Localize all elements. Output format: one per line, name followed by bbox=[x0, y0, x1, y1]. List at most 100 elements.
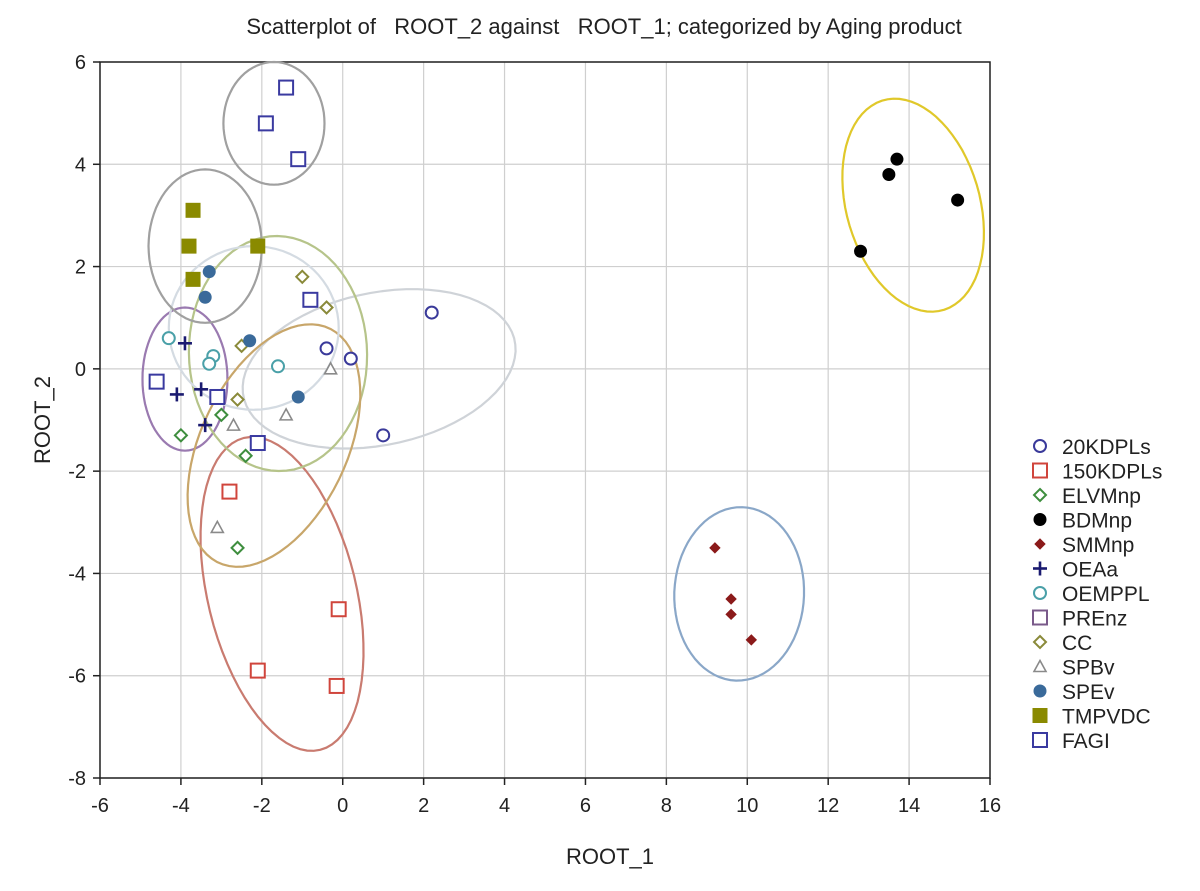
legend-label: OEMPPL bbox=[1062, 583, 1150, 606]
y-tick-label: -2 bbox=[68, 461, 86, 483]
y-axis-ticks: -8 -6 -4 -2 0 2 4 6 bbox=[68, 52, 100, 790]
point-bdmnp bbox=[882, 168, 896, 182]
point-cc bbox=[294, 269, 310, 285]
point-elvmnp bbox=[238, 448, 254, 464]
plot-frame bbox=[99, 61, 991, 779]
legend-marker-elvmnp bbox=[1032, 487, 1048, 503]
point-elvmnp bbox=[230, 540, 245, 556]
confidence-ellipses bbox=[141, 60, 986, 752]
y-tick-label: -4 bbox=[68, 563, 86, 585]
point-spbv bbox=[209, 519, 225, 534]
y-tick-label: 6 bbox=[75, 52, 86, 74]
x-tick-label: 12 bbox=[817, 795, 839, 817]
point-fagi bbox=[278, 79, 295, 96]
ellipse-oeaa bbox=[141, 306, 229, 452]
point-oemppl bbox=[271, 359, 285, 374]
legend-label: SMMnp bbox=[1062, 534, 1134, 557]
legend-label: SPEv bbox=[1062, 681, 1115, 704]
point-spbv bbox=[323, 361, 338, 375]
ellipse-tmpvdc bbox=[147, 168, 263, 324]
point-oemppl bbox=[202, 356, 217, 371]
legend-marker-tmpvdc bbox=[1032, 708, 1048, 723]
point-bdmnp bbox=[951, 193, 965, 207]
point-cc bbox=[319, 300, 334, 315]
point-elvmnp bbox=[213, 407, 229, 423]
legend-label: ELVMnp bbox=[1062, 485, 1141, 508]
point-fagi bbox=[257, 115, 274, 132]
x-tick-label: 6 bbox=[580, 795, 591, 817]
point-150kdpls bbox=[221, 483, 238, 500]
point-spev bbox=[291, 390, 305, 404]
ellipse-20kdpls bbox=[241, 288, 517, 450]
point-150kdpls bbox=[328, 677, 345, 694]
ellipse-cc bbox=[187, 234, 369, 473]
ellipse-smmnp bbox=[673, 506, 806, 682]
legend-marker-smmnp bbox=[1034, 538, 1046, 550]
point-oeaa bbox=[194, 382, 209, 397]
point-fagi bbox=[302, 291, 319, 308]
legend-label: OEAa bbox=[1062, 559, 1118, 582]
point-fagi bbox=[290, 151, 307, 168]
y-tick-label: -8 bbox=[68, 768, 86, 790]
point-smmnp bbox=[725, 608, 737, 621]
point-tmpvdc bbox=[185, 271, 201, 287]
point-150kdpls bbox=[249, 662, 266, 679]
point-bdmnp bbox=[854, 244, 868, 258]
chart-title: Scatterplot of ROOT_2 against ROOT_1; ca… bbox=[246, 14, 961, 39]
point-bdmnp bbox=[890, 152, 904, 166]
legend-marker-oemppl bbox=[1033, 586, 1047, 600]
y-tick-label: 0 bbox=[75, 359, 86, 381]
point-elvmnp bbox=[173, 427, 189, 443]
point-oeaa bbox=[198, 418, 213, 433]
legend-marker-spev bbox=[1033, 684, 1047, 698]
legend-marker-cc bbox=[1032, 634, 1048, 650]
point-150kdpls bbox=[330, 601, 347, 618]
y-tick-label: 2 bbox=[75, 257, 86, 279]
point-tmpvdc bbox=[185, 202, 201, 218]
y-axis-label: ROOT_2 bbox=[30, 376, 55, 464]
x-tick-label: 10 bbox=[736, 795, 758, 817]
point-spbv bbox=[226, 417, 241, 431]
x-tick-label: 14 bbox=[898, 795, 920, 817]
legend-label: PREnz bbox=[1062, 608, 1127, 631]
x-axis-label: ROOT_1 bbox=[566, 844, 654, 869]
legend-marker-oeaa bbox=[1033, 561, 1047, 576]
point-spev bbox=[198, 290, 212, 304]
legend-marker-150kdpls bbox=[1032, 462, 1048, 479]
point-fagi bbox=[148, 373, 165, 390]
point-spev bbox=[243, 334, 257, 348]
legend-label: FAGI bbox=[1062, 730, 1110, 753]
ellipse-150kdpls bbox=[199, 435, 365, 752]
point-20kdpls bbox=[424, 305, 439, 320]
y-tick-label: 4 bbox=[75, 154, 86, 176]
point-oeaa bbox=[177, 336, 192, 351]
x-tick-label: 0 bbox=[337, 795, 348, 817]
legend-label: 150KDPLs bbox=[1062, 461, 1162, 484]
point-oeaa bbox=[169, 387, 184, 402]
x-tick-label: 16 bbox=[979, 795, 1001, 817]
legend-label: 20KDPLs bbox=[1062, 436, 1151, 459]
legend-marker-20kdpls bbox=[1033, 439, 1047, 453]
legend-marker-prenz bbox=[1032, 609, 1048, 626]
y-tick-label: -6 bbox=[68, 666, 86, 688]
legend-marker-bdmnp bbox=[1033, 513, 1047, 526]
point-cc bbox=[230, 392, 245, 407]
point-spev bbox=[202, 265, 216, 279]
point-tmpvdc bbox=[250, 238, 266, 254]
x-tick-label: -2 bbox=[253, 795, 271, 817]
x-axis-ticks: -6 -4 -2 0 2 4 6 8 10 12 14 16 bbox=[91, 778, 1001, 817]
point-oemppl bbox=[161, 331, 176, 346]
legend-label: BDMnp bbox=[1062, 510, 1132, 533]
ellipse-fagi bbox=[222, 60, 326, 186]
point-fagi bbox=[209, 388, 226, 405]
legend-marker-fagi bbox=[1032, 732, 1048, 748]
legend-label: TMPVDC bbox=[1062, 706, 1151, 729]
x-tick-label: 2 bbox=[418, 795, 429, 817]
legend: 20KDPLs150KDPLsELVMnpBDMnpSMMnpOEAaOEMPP… bbox=[1032, 436, 1162, 753]
point-spbv bbox=[278, 407, 294, 421]
x-tick-label: -4 bbox=[172, 795, 190, 817]
legend-label: SPBv bbox=[1062, 657, 1115, 680]
ellipse-bdmnp bbox=[841, 97, 986, 313]
point-20kdpls bbox=[343, 351, 358, 366]
